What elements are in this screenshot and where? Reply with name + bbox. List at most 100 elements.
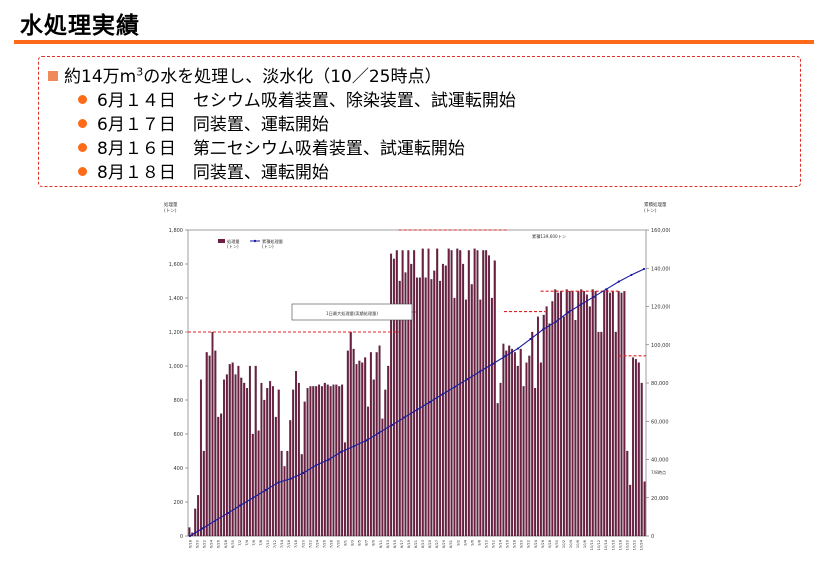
- daily-volume-bar: [361, 362, 364, 537]
- daily-volume-bar: [479, 299, 482, 537]
- daily-volume-bar: [266, 388, 269, 537]
- daily-volume-bar: [263, 399, 266, 537]
- cumulative-volume-point: [478, 370, 482, 373]
- page-title: 水処理実績: [20, 13, 140, 39]
- x-tick-label: 7/30: [336, 539, 340, 548]
- daily-volume-bar: [260, 382, 263, 537]
- daily-volume-bar: [611, 291, 614, 537]
- y-left-tick-label: 200: [173, 500, 183, 506]
- bullet-item: 8月１６日 第二セシウム吸着装置、試運転開始: [78, 134, 465, 159]
- daily-volume-bar: [390, 253, 393, 537]
- daily-volume-bar: [623, 291, 626, 537]
- daily-volume-bar: [387, 365, 390, 537]
- bullet-item: 6月１４日 セシウム吸着装置、除染装置、試運転開始: [78, 86, 516, 111]
- x-tick-label: 7/2: [238, 540, 242, 546]
- headline-prefix: 約14万m: [64, 67, 137, 87]
- daily-volume-bar: [214, 350, 217, 537]
- daily-volume-bar: [369, 352, 372, 537]
- title-underline: [14, 40, 814, 44]
- daily-volume-bar: [401, 250, 404, 537]
- daily-volume-bar: [571, 291, 574, 537]
- x-tick-label: 9/4: [463, 539, 467, 545]
- daily-volume-bar: [338, 386, 341, 537]
- x-tick-label: 10/10: [590, 539, 594, 550]
- x-tick-label: 8/25: [428, 540, 432, 548]
- cumulative-volume-point: [428, 401, 431, 404]
- cumulative-volume-point: [214, 519, 217, 522]
- x-tick-label: 6/24: [210, 539, 214, 548]
- daily-volume-bar: [286, 450, 289, 537]
- daily-volume-bar: [202, 450, 205, 537]
- cumulative-volume-point: [390, 423, 393, 427]
- y-right-axis-label: (トン): [644, 208, 657, 214]
- daily-volume-bar: [274, 416, 277, 537]
- bullet-dot-icon: [78, 167, 87, 176]
- daily-volume-bar: [502, 343, 505, 537]
- y-right-tick-label: 160,000: [651, 228, 670, 234]
- daily-volume-bar: [295, 371, 298, 537]
- daily-volume-bar: [367, 406, 370, 537]
- daily-volume-bar: [499, 382, 502, 537]
- daily-volume-bar: [395, 250, 398, 537]
- daily-volume-bar: [470, 284, 473, 537]
- bullet-text: 6月１７日 同装置、運転開始: [97, 115, 329, 135]
- daily-volume-bar: [355, 364, 358, 537]
- daily-volume-bar: [424, 277, 427, 537]
- daily-volume-bar: [329, 386, 332, 537]
- x-tick-label: 7/20: [301, 539, 305, 548]
- x-tick-label: 9/2: [456, 540, 460, 546]
- daily-volume-bar: [643, 481, 646, 537]
- daily-volume-bar: [309, 386, 312, 537]
- daily-volume-bar: [617, 291, 620, 537]
- daily-volume-bar: [418, 277, 421, 537]
- y-right-tick-label: 20,000: [651, 496, 669, 502]
- y-left-tick-label: 600: [173, 432, 183, 438]
- x-tick-label: 9/14: [499, 539, 503, 548]
- daily-volume-bar: [565, 289, 568, 537]
- daily-volume-bar: [450, 250, 453, 537]
- cumulative-volume-point: [529, 337, 532, 341]
- cumulative-volume-point: [617, 280, 620, 283]
- daily-volume-bar: [349, 331, 352, 537]
- x-tick-label: 8/31: [449, 540, 453, 548]
- daily-volume-bar: [228, 364, 231, 537]
- daily-volume-bar: [603, 291, 606, 537]
- x-tick-label: 9/8: [477, 539, 481, 545]
- daily-volume-bar: [211, 331, 214, 537]
- x-tick-label: 6/18: [189, 539, 193, 548]
- x-tick-label: 7/12: [273, 540, 277, 548]
- x-tick-label: 6/26: [217, 539, 221, 548]
- daily-volume-bar: [467, 250, 470, 537]
- daily-volume-bar: [381, 418, 384, 537]
- daily-volume-bar: [237, 365, 240, 537]
- daily-volume-bar: [551, 301, 554, 537]
- x-tick-label: 10/2: [562, 540, 566, 548]
- daily-volume-bar: [488, 255, 491, 537]
- x-tick-label: 6/22: [203, 540, 207, 548]
- cumulative-volume-point: [239, 504, 242, 507]
- daily-volume-bar: [505, 350, 508, 537]
- y-left-tick-label: 400: [173, 466, 183, 472]
- x-tick-label: 7/6: [252, 539, 256, 545]
- x-tick-label: 8/15: [393, 540, 397, 548]
- x-tick-label: 8/23: [421, 540, 425, 548]
- x-tick-label: 8/11: [379, 540, 383, 548]
- daily-volume-bar: [485, 250, 488, 537]
- bullet-text: 6月１４日 セシウム吸着装置、除染装置、試運転開始: [97, 91, 516, 111]
- daily-volume-bar: [436, 248, 439, 537]
- x-tick-label: 8/17: [400, 540, 404, 548]
- x-tick-label: 8/13: [386, 540, 390, 548]
- daily-volume-bar: [352, 348, 355, 537]
- x-tick-label: 7/28: [329, 539, 333, 548]
- daily-volume-bar: [476, 250, 479, 537]
- headline-superscript: 3: [136, 65, 144, 79]
- daily-volume-bar: [444, 265, 447, 537]
- daily-volume-bar: [528, 355, 531, 537]
- daily-volume-bar: [375, 352, 378, 537]
- daily-volume-bar: [464, 299, 467, 537]
- cumulative-volume-point: [567, 311, 570, 314]
- x-tick-label: 7/8: [259, 539, 263, 545]
- x-tick-label: 10/12: [597, 540, 601, 550]
- daily-volume-bar: [554, 289, 557, 537]
- daily-volume-bar: [312, 386, 315, 537]
